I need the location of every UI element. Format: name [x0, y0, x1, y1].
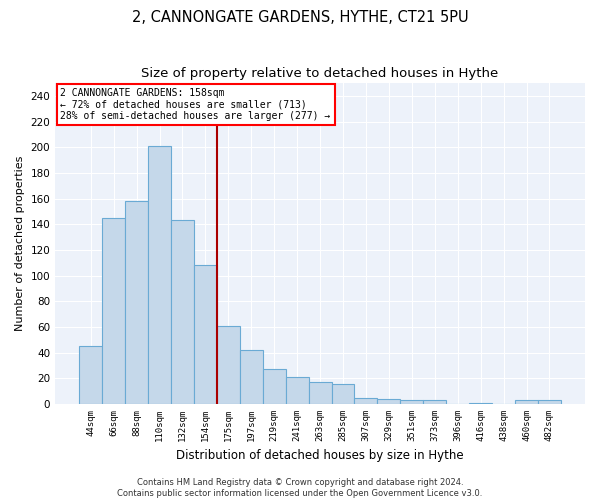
- Text: Contains HM Land Registry data © Crown copyright and database right 2024.
Contai: Contains HM Land Registry data © Crown c…: [118, 478, 482, 498]
- Bar: [217, 326, 240, 404]
- Bar: [423, 400, 446, 404]
- Bar: [308, 382, 332, 404]
- Bar: [469, 403, 492, 404]
- X-axis label: Distribution of detached houses by size in Hythe: Distribution of detached houses by size …: [176, 450, 464, 462]
- Bar: [515, 400, 538, 404]
- Bar: [171, 220, 194, 404]
- Bar: [194, 266, 217, 404]
- Title: Size of property relative to detached houses in Hythe: Size of property relative to detached ho…: [142, 68, 499, 80]
- Bar: [263, 370, 286, 404]
- Bar: [125, 201, 148, 404]
- Bar: [400, 400, 423, 404]
- Bar: [377, 399, 400, 404]
- Bar: [538, 400, 561, 404]
- Bar: [332, 384, 355, 404]
- Bar: [148, 146, 171, 404]
- Bar: [355, 398, 377, 404]
- Bar: [102, 218, 125, 404]
- Text: 2, CANNONGATE GARDENS, HYTHE, CT21 5PU: 2, CANNONGATE GARDENS, HYTHE, CT21 5PU: [131, 10, 469, 25]
- Bar: [286, 377, 308, 404]
- Text: 2 CANNONGATE GARDENS: 158sqm
← 72% of detached houses are smaller (713)
28% of s: 2 CANNONGATE GARDENS: 158sqm ← 72% of de…: [61, 88, 331, 121]
- Bar: [240, 350, 263, 404]
- Bar: [79, 346, 102, 404]
- Y-axis label: Number of detached properties: Number of detached properties: [15, 156, 25, 331]
